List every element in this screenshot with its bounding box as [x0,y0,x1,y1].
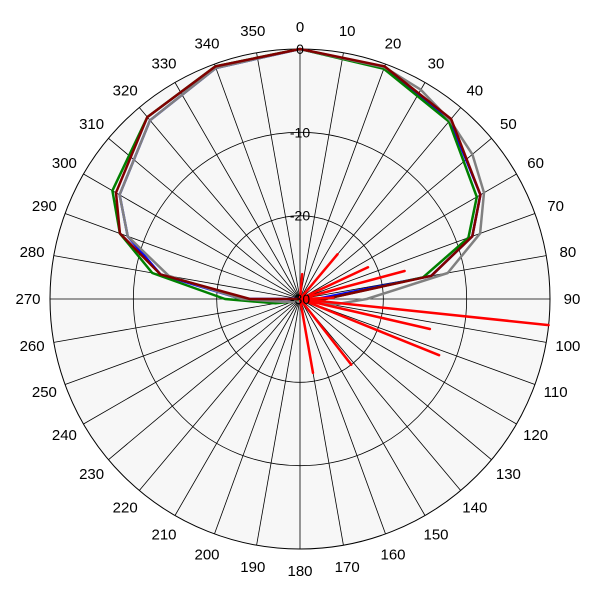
angle-tick-label: 340 [194,35,219,52]
angle-tick-label: 30 [428,55,445,72]
angle-gridline-150 [299,298,426,516]
angle-gridline-260 [53,298,301,343]
radial-tick-label: -20 [290,208,310,224]
angle-tick-label: 350 [240,23,265,40]
angle-tick-label: 170 [335,559,360,576]
angle-tick-label: 120 [523,427,548,444]
angle-tick-label: 130 [496,466,521,483]
angle-tick-label: 190 [240,559,265,576]
angle-tick-label: 40 [466,83,483,100]
angle-tick-label: 210 [151,527,176,544]
angle-tick-label: 0 [296,19,304,36]
angle-tick-label: 60 [527,155,544,172]
radial-gridline [132,131,468,467]
angle-tick-label: 150 [423,527,448,544]
angle-tick-label: 310 [79,116,104,133]
angle-gridline-330 [174,82,301,300]
angle-gridline-100 [299,298,547,343]
angle-gridline-200 [214,298,301,535]
angle-tick-label: 290 [32,198,57,215]
angle-gridline-50 [299,137,492,300]
angle-tick-label: 220 [113,499,138,516]
angle-gridline-130 [299,298,492,461]
angle-gridline-20 [299,63,386,300]
angle-gridline-340 [214,63,301,300]
angle-tick-label: 330 [151,55,176,72]
angle-tick-label: 140 [462,499,487,516]
angle-gridline-220 [138,298,301,491]
angle-tick-label: 200 [194,547,219,564]
angle-gridline-250 [64,298,301,385]
angle-tick-label: 110 [544,384,568,401]
angle-tick-label: 90 [564,291,581,308]
angle-tick-label: 240 [52,427,77,444]
angle-tick-label: 180 [287,563,312,580]
angle-tick-label: 300 [52,155,77,172]
angle-tick-label: 20 [385,35,402,52]
radial-tick-label: -30 [290,291,310,307]
angle-gridline-210 [174,298,301,516]
angle-gridline-190 [256,298,301,546]
radial-tick-label: -10 [290,124,310,140]
angle-tick-label: 280 [20,244,45,261]
angle-gridline-320 [138,107,301,300]
angle-gridline-230 [108,298,301,461]
angle-gridline-290 [64,213,301,300]
angle-gridline-10 [299,52,344,300]
angle-gridline-240 [83,298,301,425]
angle-tick-label: 250 [32,384,57,401]
angle-gridline-310 [108,137,301,300]
angle-gridline-110 [299,298,536,385]
angle-tick-label: 230 [79,466,104,483]
angle-tick-label: 100 [555,338,580,355]
angle-tick-label: 270 [15,291,40,308]
radial-tick-label: 0 [296,41,304,57]
angle-tick-label: 260 [20,338,45,355]
angle-gridline-70 [299,213,536,300]
angle-gridline-30 [299,82,426,300]
angle-tick-label: 10 [339,23,356,40]
series-line-5 [298,253,550,375]
radial-gridline [216,215,384,383]
angle-tick-label: 80 [560,244,577,261]
angle-gridline-350 [256,52,301,300]
angle-tick-label: 50 [500,116,517,133]
angle-gridline-120 [299,298,517,425]
angle-tick-label: 320 [113,83,138,100]
angle-gridline-140 [299,298,462,491]
angle-tick-label: 70 [547,198,564,215]
angle-tick-label: 160 [380,547,405,564]
angle-gridline-160 [299,298,386,535]
